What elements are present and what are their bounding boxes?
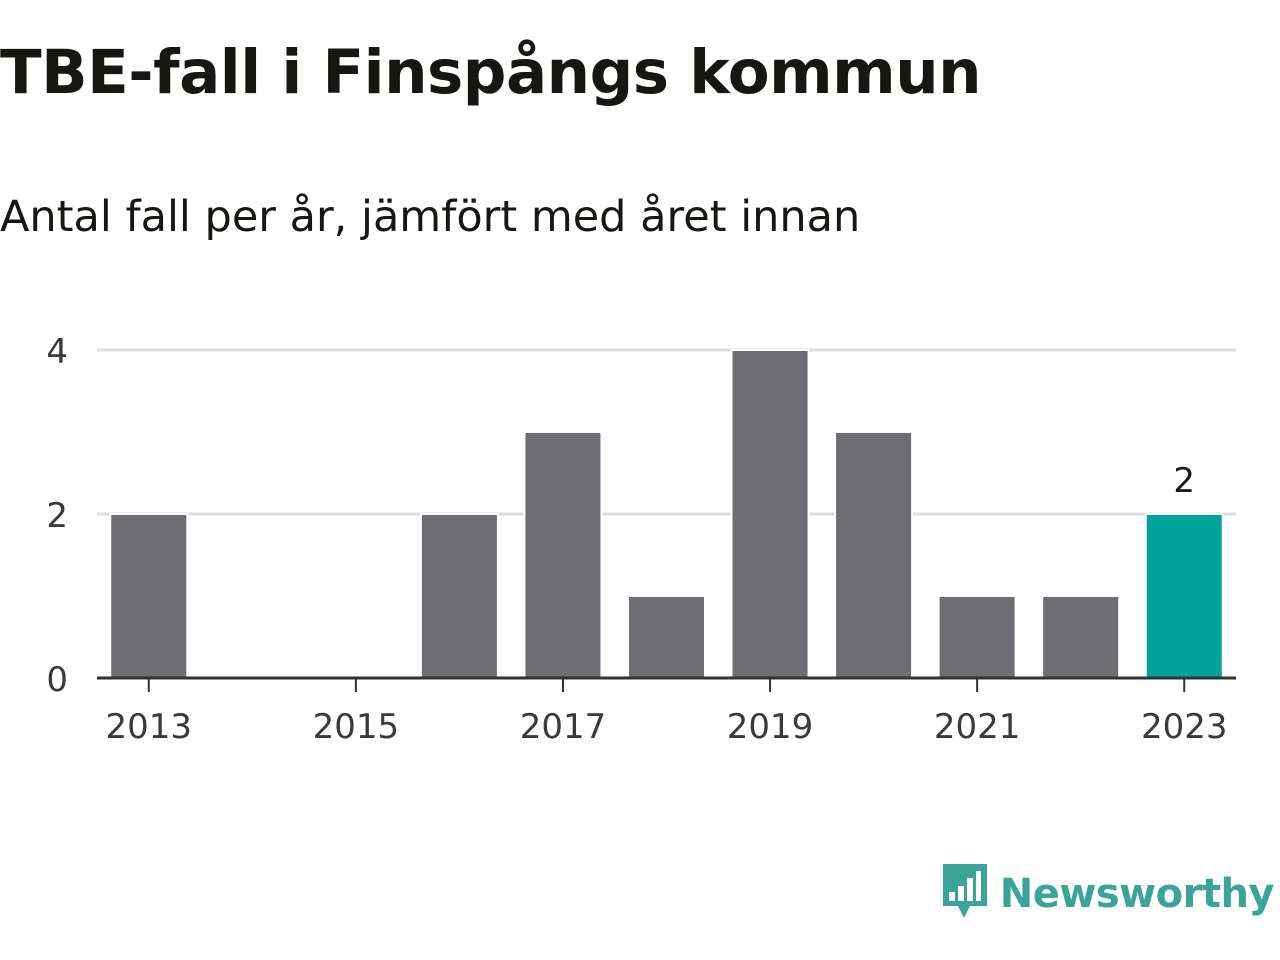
chart-subtitle: Antal fall per år, jämfört med året inna… (0, 192, 861, 242)
bar-2023 (1144, 513, 1224, 679)
bar-2020 (834, 431, 914, 679)
x-axis: 2013 2015 2017 2019 2021 2023 (97, 676, 1236, 747)
bar-chart-speech-bubble-logo-icon (940, 862, 990, 926)
x-tick-label-2017: 2017 (520, 707, 607, 747)
bar-2013 (109, 513, 189, 679)
y-axis-ticks: 0 2 4 (46, 332, 68, 700)
y-tick-label-2: 2 (46, 496, 68, 536)
bar-2017 (523, 431, 603, 679)
chart-title: TBE-fall i Finspångs kommun (0, 37, 982, 108)
value-label-2023: 2 (1173, 461, 1195, 501)
bar-2022 (1041, 595, 1121, 679)
x-tick-label-2015: 2015 (313, 707, 400, 747)
bar-chart: 2013 2015 2017 2019 2021 2023 0 2 4 2 (46, 332, 1236, 747)
x-tick-label-2019: 2019 (727, 707, 814, 747)
x-tick-label-2021: 2021 (934, 707, 1021, 747)
x-tick-label-2013: 2013 (106, 707, 193, 747)
x-tick-label-2023: 2023 (1141, 707, 1228, 747)
gridlines (97, 348, 1236, 516)
bar-2019 (730, 349, 810, 679)
y-tick-label-0: 0 (46, 660, 68, 700)
brand-name: Newsworthy (999, 871, 1275, 917)
bars (109, 349, 1224, 679)
bar-2021 (937, 595, 1017, 679)
data-labels: 2 (1173, 461, 1195, 501)
brand-logo: Newsworthy (940, 862, 1275, 926)
bar-2018 (627, 595, 706, 679)
y-tick-label-4: 4 (46, 332, 68, 372)
bar-2016 (419, 513, 499, 679)
